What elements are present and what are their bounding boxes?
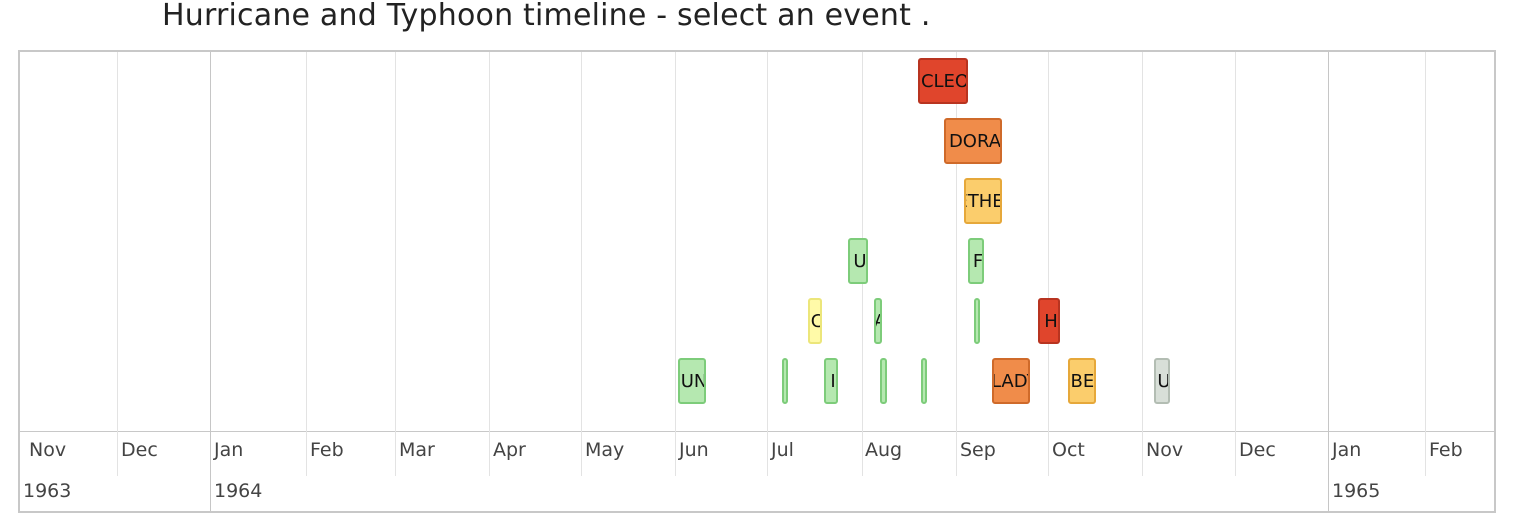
gridline <box>395 52 396 476</box>
gridline <box>306 52 307 476</box>
gridline <box>675 52 676 476</box>
year-label: 1963 <box>23 480 72 502</box>
gridline <box>581 52 582 476</box>
event-unlabeled[interactable] <box>974 298 980 344</box>
gridline <box>1425 52 1426 476</box>
month-label: Feb <box>1429 439 1463 461</box>
event-i[interactable]: I <box>824 358 838 404</box>
month-label: Aug <box>865 439 903 461</box>
event-c[interactable]: C <box>808 298 822 344</box>
month-label: Apr <box>493 439 526 461</box>
axis-divider <box>20 431 1494 432</box>
event-unlabeled[interactable] <box>880 358 887 404</box>
event-label: F <box>972 250 984 272</box>
event-unlabeled[interactable] <box>782 358 788 404</box>
year-label: 1965 <box>1332 480 1381 502</box>
event-label: C <box>810 311 820 332</box>
gridline <box>1235 52 1236 476</box>
month-label: Jan <box>214 439 244 461</box>
event-label: H <box>1044 310 1058 332</box>
month-label: May <box>585 439 625 461</box>
event-label: ISBELL <box>1070 370 1095 392</box>
month-label: Nov <box>29 439 67 461</box>
event-gladys[interactable]: GLADYS <box>992 358 1030 404</box>
month-label: Oct <box>1052 439 1085 461</box>
event-dora[interactable]: DORA <box>944 118 1002 164</box>
event-u[interactable]: U <box>848 238 868 284</box>
month-label: Sep <box>960 439 996 461</box>
month-label: Nov <box>1146 439 1184 461</box>
month-label: Dec <box>121 439 158 461</box>
event-label: U <box>853 250 867 272</box>
gridline <box>489 52 490 476</box>
event-ethel[interactable]: ETHEL <box>964 178 1002 224</box>
event-u[interactable]: U <box>1154 358 1170 404</box>
event-f[interactable]: F <box>968 238 984 284</box>
month-label: Jun <box>679 439 709 461</box>
month-label: Feb <box>310 439 344 461</box>
event-a[interactable]: A <box>874 298 882 344</box>
month-label: Mar <box>399 439 435 461</box>
timeline-panel[interactable] <box>18 50 1496 513</box>
gridline <box>956 52 957 476</box>
event-cleo[interactable]: CLEO <box>918 58 968 104</box>
year-label: 1964 <box>214 480 263 502</box>
event-label: I <box>830 370 836 392</box>
event-h[interactable]: H <box>1038 298 1060 344</box>
page-title: Hurricane and Typhoon timeline - select … <box>162 0 931 33</box>
gridline <box>1048 52 1049 476</box>
event-isbell[interactable]: ISBELL <box>1068 358 1096 404</box>
event-label: A <box>876 311 880 332</box>
event-label: CLEO <box>920 70 968 92</box>
event-label: UN <box>680 370 706 392</box>
event-label: GLADYS <box>992 370 1028 392</box>
gridline <box>117 52 118 476</box>
gridline <box>767 52 768 476</box>
gridline <box>1142 52 1143 476</box>
event-label: U <box>1157 370 1170 392</box>
event-label: DORA <box>948 130 1002 152</box>
event-label: ETHEL <box>966 190 1000 212</box>
year-gridline <box>210 52 211 511</box>
month-label: Jan <box>1332 439 1362 461</box>
month-label: Dec <box>1239 439 1276 461</box>
event-un[interactable]: UN <box>678 358 706 404</box>
event-unlabeled[interactable] <box>921 358 927 404</box>
month-label: Jul <box>771 439 794 461</box>
year-gridline <box>1328 52 1329 511</box>
